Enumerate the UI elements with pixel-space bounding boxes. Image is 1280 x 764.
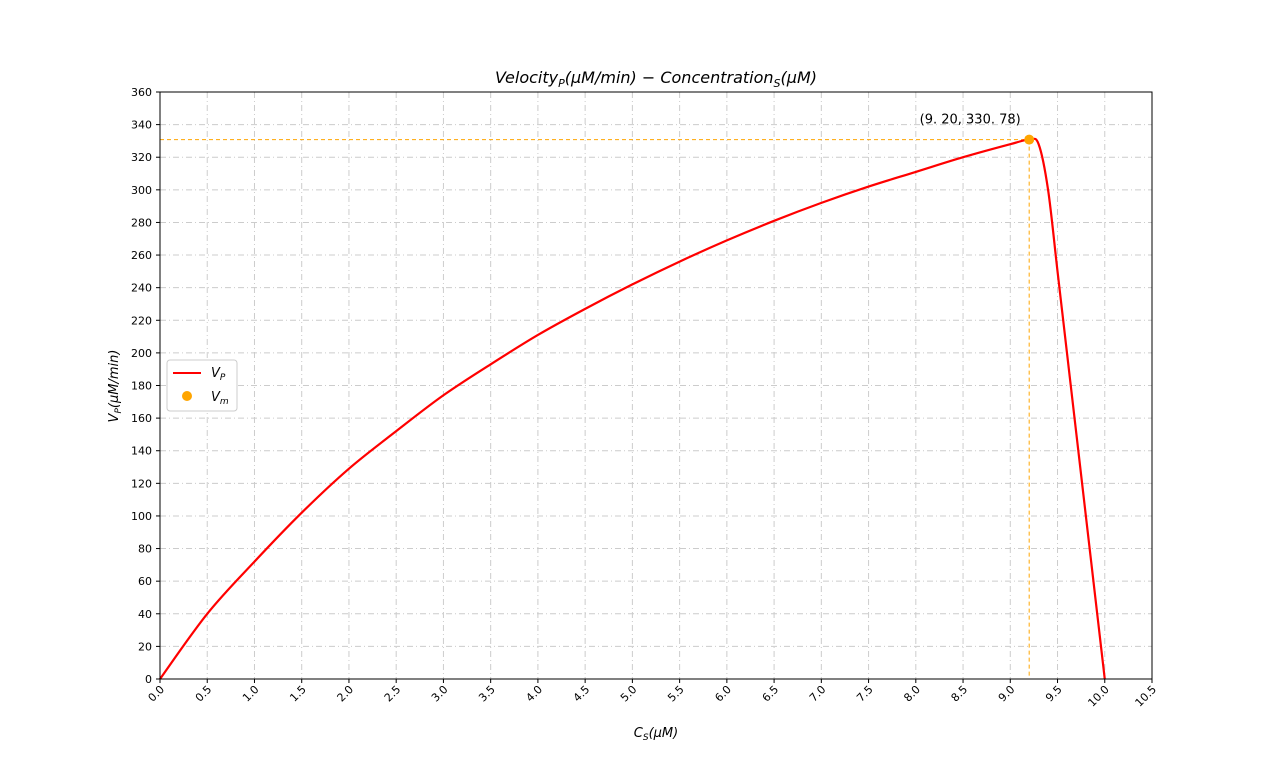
y-axis-label: VP(μM/min) (107, 350, 124, 423)
y-tick-label: 180 (131, 380, 152, 393)
x-tick-label: 7.5 (854, 683, 876, 705)
xlabel-tail: (μM) (649, 726, 679, 741)
x-tick-label: 2.0 (335, 683, 357, 705)
xlabel-sub: S (643, 733, 649, 743)
y-axis-ticks: 0 20 40 60 80 100 120 140 160 180 200 220 240 260 280 3… (131, 86, 160, 686)
y-tick-label: 220 (131, 314, 152, 327)
x-tick-label: 0.5 (193, 683, 215, 705)
y-tick-label: 260 (131, 249, 152, 262)
x-tick-label: 5.5 (665, 683, 687, 705)
chart-title: VelocityP(μM/min) − ConcentrationS(μM) (495, 68, 817, 90)
series-group (159, 134, 1106, 680)
y-tick-label: 200 (131, 347, 152, 360)
xlabel-main: C (634, 726, 644, 741)
y-tick-label: 120 (131, 477, 152, 490)
ylabel-sub: P (114, 408, 124, 414)
x-tick-label: 8.0 (901, 683, 923, 705)
ylabel-tail: (μM/min) (107, 350, 122, 409)
legend-vm-sub: m (220, 397, 229, 407)
x-tick-label: 10.0 (1085, 683, 1112, 710)
x-tick-label: 9.5 (1043, 683, 1065, 705)
x-tick-label: 4.5 (571, 683, 593, 705)
y-tick-label: 60 (138, 575, 152, 588)
x-tick-label: 6.0 (712, 683, 734, 705)
title-tail: (μM) (781, 68, 817, 87)
y-tick-label: 360 (131, 86, 152, 99)
y-tick-label: 100 (131, 510, 152, 523)
series-vm-point (1024, 134, 1035, 145)
y-tick-label: 280 (131, 216, 152, 229)
x-axis-label: CS(μM) (634, 726, 678, 743)
x-tick-label: 10.5 (1133, 683, 1160, 710)
reference-lines (160, 139, 1030, 679)
legend-label-vm: Vm (211, 390, 229, 407)
y-tick-label: 320 (131, 151, 152, 164)
y-tick-label: 340 (131, 119, 152, 132)
x-tick-label: 1.5 (287, 683, 309, 705)
x-tick-label: 7.0 (807, 683, 829, 705)
x-tick-label: 1.0 (240, 683, 262, 705)
title-sub2: S (774, 77, 781, 90)
y-tick-label: 0 (145, 673, 152, 686)
ylabel-main: V (107, 412, 122, 422)
x-tick-label: 4.0 (523, 683, 545, 705)
x-tick-label: 9.0 (996, 683, 1018, 705)
title-sub: P (558, 77, 565, 90)
plot-frame (159, 91, 1153, 680)
legend-dot-swatch (182, 391, 192, 401)
y-tick-label: 140 (131, 445, 152, 458)
x-axis-ticks: 0.0 0.5 1.0 1.5 2.0 2.5 3.0 3.5 4.0 4.5 5.0 5.5 6.0 6… (146, 679, 1160, 710)
x-tick-label: 0.0 (146, 683, 168, 705)
y-tick-label: 40 (138, 608, 152, 621)
x-tick-label: 5.0 (618, 683, 640, 705)
x-tick-label: 6.5 (760, 683, 782, 705)
legend-vp-sub: P (220, 373, 226, 383)
y-tick-label: 240 (131, 282, 152, 295)
x-tick-label: 8.5 (949, 683, 971, 705)
title-main: Velocity (495, 68, 559, 87)
y-tick-label: 300 (131, 184, 152, 197)
series-vp-line (159, 137, 1106, 680)
x-tick-label: 3.5 (476, 683, 498, 705)
legend-vm-main: V (211, 390, 221, 405)
legend-label-vp: VP (211, 366, 226, 383)
x-tick-label: 2.5 (382, 683, 404, 705)
y-tick-label: 80 (138, 543, 152, 556)
legend-vp-main: V (211, 366, 221, 381)
x-tick-label: 3.0 (429, 683, 451, 705)
y-tick-label: 160 (131, 412, 152, 425)
y-tick-label: 20 (138, 640, 152, 653)
peak-annotation: (9. 20, 330. 78) (920, 113, 1021, 128)
title-mid: (μM/min) − Concentration (565, 68, 774, 87)
grid-lines (159, 91, 1153, 680)
legend: VP Vm (166, 359, 238, 412)
